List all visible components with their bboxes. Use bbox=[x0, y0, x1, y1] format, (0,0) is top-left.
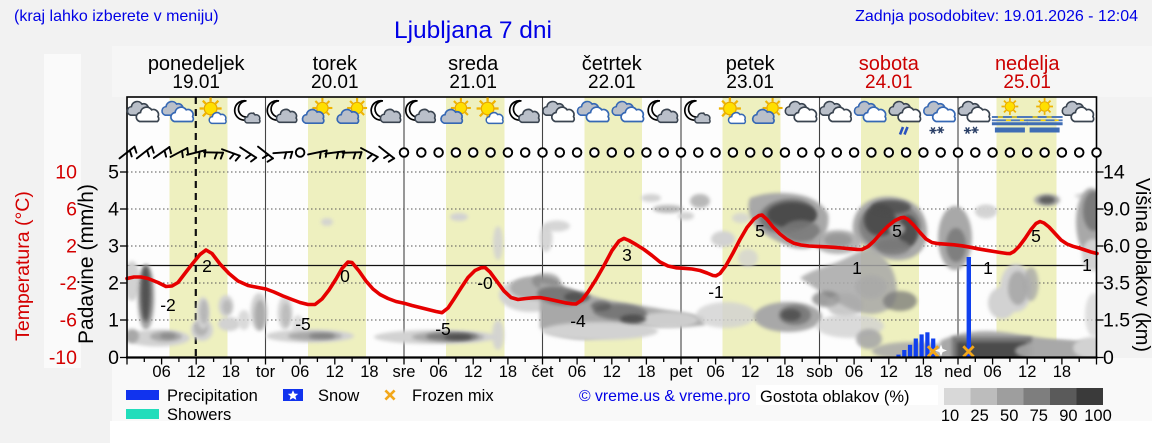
svg-text:4: 4 bbox=[108, 199, 119, 221]
svg-text:22.01: 22.01 bbox=[588, 72, 636, 93]
svg-text:23.01: 23.01 bbox=[726, 72, 774, 93]
svg-text:-5: -5 bbox=[295, 314, 311, 334]
svg-text:06: 06 bbox=[291, 363, 309, 381]
svg-text:18: 18 bbox=[1053, 363, 1071, 381]
svg-text:18: 18 bbox=[776, 363, 794, 381]
svg-text:Temperatura (°C): Temperatura (°C) bbox=[12, 191, 34, 341]
svg-text:9.0: 9.0 bbox=[1103, 199, 1130, 221]
svg-text:12: 12 bbox=[1018, 363, 1036, 381]
svg-text:3.5: 3.5 bbox=[1103, 273, 1130, 295]
svg-text:06: 06 bbox=[983, 363, 1001, 381]
svg-text:1: 1 bbox=[983, 258, 993, 278]
svg-text:10: 10 bbox=[55, 162, 77, 184]
svg-text:6.0: 6.0 bbox=[1103, 236, 1130, 258]
svg-text:6: 6 bbox=[66, 199, 77, 221]
svg-text:-2: -2 bbox=[160, 295, 176, 315]
svg-text:12: 12 bbox=[464, 363, 482, 381]
svg-text:Snow: Snow bbox=[318, 387, 359, 405]
svg-text:© vreme.us & vreme.pro: © vreme.us & vreme.pro bbox=[579, 388, 751, 405]
svg-text:2: 2 bbox=[108, 273, 119, 295]
svg-text:-4: -4 bbox=[570, 311, 586, 331]
svg-text:14: 14 bbox=[1103, 162, 1125, 184]
svg-text:pet: pet bbox=[670, 363, 693, 381]
svg-text:Frozen mix: Frozen mix bbox=[412, 387, 494, 405]
svg-text:Gostota oblakov (%): Gostota oblakov (%) bbox=[760, 388, 909, 406]
svg-text:06: 06 bbox=[706, 363, 724, 381]
svg-text:sre: sre bbox=[393, 363, 416, 381]
svg-text:25: 25 bbox=[970, 407, 988, 425]
svg-text:12: 12 bbox=[187, 363, 205, 381]
svg-text:-10: -10 bbox=[49, 347, 77, 369]
svg-text:3: 3 bbox=[108, 236, 119, 258]
svg-text:petek: petek bbox=[726, 53, 776, 75]
svg-text:21.01: 21.01 bbox=[449, 72, 497, 93]
svg-text:-5: -5 bbox=[435, 319, 451, 339]
svg-text:19.01: 19.01 bbox=[172, 72, 220, 93]
svg-text:12: 12 bbox=[741, 363, 759, 381]
svg-text:2: 2 bbox=[66, 236, 77, 258]
svg-text:1.5: 1.5 bbox=[1103, 310, 1130, 332]
svg-text:1: 1 bbox=[1082, 255, 1092, 275]
svg-text:06: 06 bbox=[429, 363, 447, 381]
svg-text:06: 06 bbox=[845, 363, 863, 381]
svg-text:100: 100 bbox=[1084, 407, 1112, 425]
svg-text:18: 18 bbox=[360, 363, 378, 381]
svg-text:0: 0 bbox=[108, 347, 119, 369]
svg-text:Višina oblakov (km): Višina oblakov (km) bbox=[1131, 178, 1152, 352]
svg-text:-1: -1 bbox=[708, 282, 724, 302]
svg-text:06: 06 bbox=[568, 363, 586, 381]
svg-text:2: 2 bbox=[202, 256, 212, 276]
svg-text:čet: čet bbox=[531, 363, 553, 381]
svg-text:18: 18 bbox=[637, 363, 655, 381]
svg-text:12: 12 bbox=[603, 363, 621, 381]
svg-text:nedelja: nedelja bbox=[995, 53, 1060, 75]
svg-text:Precipitation: Precipitation bbox=[167, 387, 258, 405]
svg-text:(kraj lahko izberete v meniju): (kraj lahko izberete v meniju) bbox=[14, 8, 219, 25]
svg-text:1: 1 bbox=[852, 258, 862, 278]
svg-text:tor: tor bbox=[256, 363, 276, 381]
svg-text:0: 0 bbox=[1103, 347, 1114, 369]
svg-text:5: 5 bbox=[755, 221, 765, 241]
svg-text:Zadnja posodobitev: 19.01.2026: Zadnja posodobitev: 19.01.2026 - 12:04 bbox=[855, 8, 1138, 25]
svg-text:12: 12 bbox=[880, 363, 898, 381]
svg-text:20.01: 20.01 bbox=[311, 72, 359, 93]
svg-text:18: 18 bbox=[914, 363, 932, 381]
svg-text:sreda: sreda bbox=[448, 53, 499, 75]
svg-text:18: 18 bbox=[499, 363, 517, 381]
svg-text:0: 0 bbox=[340, 266, 350, 286]
svg-text:5: 5 bbox=[892, 221, 902, 241]
svg-text:10: 10 bbox=[941, 407, 959, 425]
svg-text:Padavine (mm/h): Padavine (mm/h) bbox=[75, 184, 98, 344]
svg-text:ponedeljek: ponedeljek bbox=[148, 53, 246, 75]
svg-text:75: 75 bbox=[1030, 407, 1048, 425]
svg-text:ned: ned bbox=[944, 363, 972, 381]
svg-text:5: 5 bbox=[108, 162, 119, 184]
svg-text:Showers: Showers bbox=[167, 406, 231, 424]
svg-text:3: 3 bbox=[622, 245, 632, 265]
svg-text:Ljubljana 7 dni: Ljubljana 7 dni bbox=[394, 17, 552, 44]
svg-text:5: 5 bbox=[1031, 226, 1041, 246]
svg-text:18: 18 bbox=[222, 363, 240, 381]
svg-text:24.01: 24.01 bbox=[865, 72, 913, 93]
svg-text:12: 12 bbox=[326, 363, 344, 381]
svg-text:1: 1 bbox=[108, 310, 119, 332]
svg-text:četrtek: četrtek bbox=[582, 53, 643, 75]
svg-text:06: 06 bbox=[152, 363, 170, 381]
svg-text:90: 90 bbox=[1059, 407, 1077, 425]
svg-text:sob: sob bbox=[806, 363, 833, 381]
svg-text:25.01: 25.01 bbox=[1003, 72, 1051, 93]
svg-text:sobota: sobota bbox=[859, 53, 920, 75]
svg-text:-6: -6 bbox=[60, 310, 77, 332]
svg-text:50: 50 bbox=[1000, 407, 1018, 425]
svg-text:-2: -2 bbox=[60, 273, 77, 295]
svg-text:torek: torek bbox=[313, 53, 358, 75]
svg-text:-0: -0 bbox=[477, 273, 493, 293]
